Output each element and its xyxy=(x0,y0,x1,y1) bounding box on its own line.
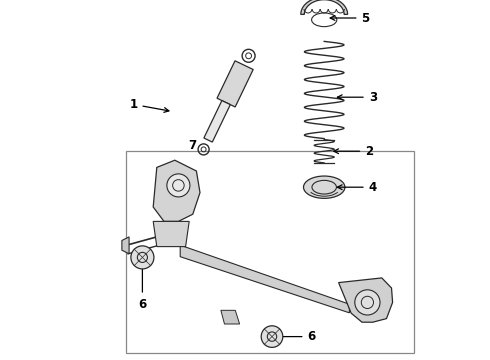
Bar xyxy=(126,151,414,353)
Text: 4: 4 xyxy=(338,181,377,194)
Text: 1: 1 xyxy=(129,98,169,112)
Polygon shape xyxy=(301,0,347,14)
Circle shape xyxy=(261,326,283,347)
Polygon shape xyxy=(339,278,392,322)
Text: 6: 6 xyxy=(138,262,147,311)
Polygon shape xyxy=(217,61,253,107)
Text: 2: 2 xyxy=(334,145,373,158)
Polygon shape xyxy=(180,245,349,313)
Circle shape xyxy=(355,290,380,315)
Circle shape xyxy=(167,174,190,197)
Polygon shape xyxy=(204,100,230,142)
Text: 6: 6 xyxy=(276,330,316,343)
Ellipse shape xyxy=(303,176,345,198)
Circle shape xyxy=(131,246,154,269)
Polygon shape xyxy=(122,237,129,254)
Text: 5: 5 xyxy=(330,12,370,24)
Polygon shape xyxy=(221,310,240,324)
Polygon shape xyxy=(153,221,189,247)
Polygon shape xyxy=(153,160,200,221)
Text: 7: 7 xyxy=(189,139,197,152)
Text: 3: 3 xyxy=(338,91,377,104)
